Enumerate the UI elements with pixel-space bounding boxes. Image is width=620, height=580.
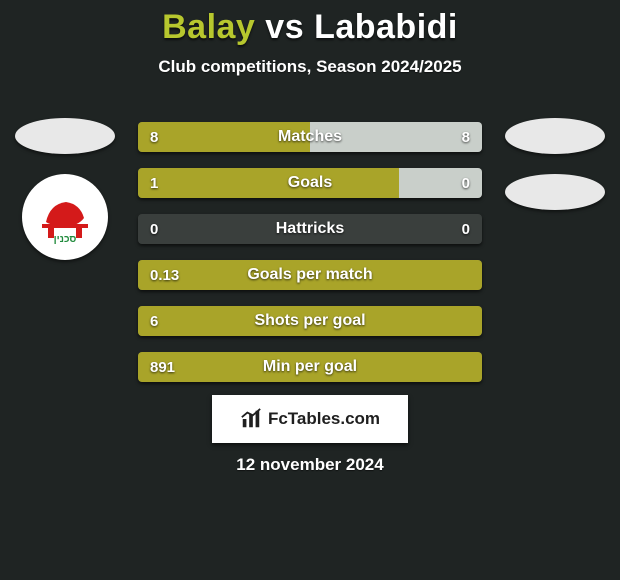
- comparison-title: Balay vs Lababidi: [0, 0, 620, 47]
- bar-right-fill: [310, 122, 482, 152]
- brand-text: FcTables.com: [268, 409, 380, 429]
- bar-left-fill: [138, 306, 482, 336]
- svg-text:סכנין: סכנין: [54, 234, 77, 245]
- bar-left-fill: [138, 122, 310, 152]
- stats-bars: 88Matches 10Goals 00Hattricks 0.13Goals per…: [138, 122, 482, 398]
- player1-badges: סכנין: [10, 118, 120, 260]
- player1-flag-placeholder: [15, 118, 115, 154]
- bar-track: [138, 214, 482, 244]
- brand-badge: FcTables.com: [212, 395, 408, 443]
- player2-name: Lababidi: [314, 8, 458, 46]
- club-logo-icon: סכנין: [32, 182, 98, 248]
- bar-left-fill: [138, 260, 482, 290]
- player2-badges: [500, 118, 610, 230]
- player2-flag-placeholder: [505, 118, 605, 154]
- stat-row: 88Matches: [138, 122, 482, 152]
- chart-icon: [240, 408, 262, 430]
- subtitle: Club competitions, Season 2024/2025: [0, 57, 620, 77]
- player2-club-placeholder: [505, 174, 605, 210]
- vs-text: vs: [265, 8, 304, 46]
- bar-left-fill: [138, 352, 482, 382]
- stat-row: 891Min per goal: [138, 352, 482, 382]
- stat-row: 10Goals: [138, 168, 482, 198]
- stat-row: 6Shots per goal: [138, 306, 482, 336]
- player1-club-badge: סכנין: [22, 174, 108, 260]
- bar-left-fill: [138, 168, 399, 198]
- stat-row: 0.13Goals per match: [138, 260, 482, 290]
- bar-right-fill: [399, 168, 482, 198]
- stat-row: 00Hattricks: [138, 214, 482, 244]
- player1-name: Balay: [162, 8, 255, 46]
- date-text: 12 november 2024: [0, 455, 620, 475]
